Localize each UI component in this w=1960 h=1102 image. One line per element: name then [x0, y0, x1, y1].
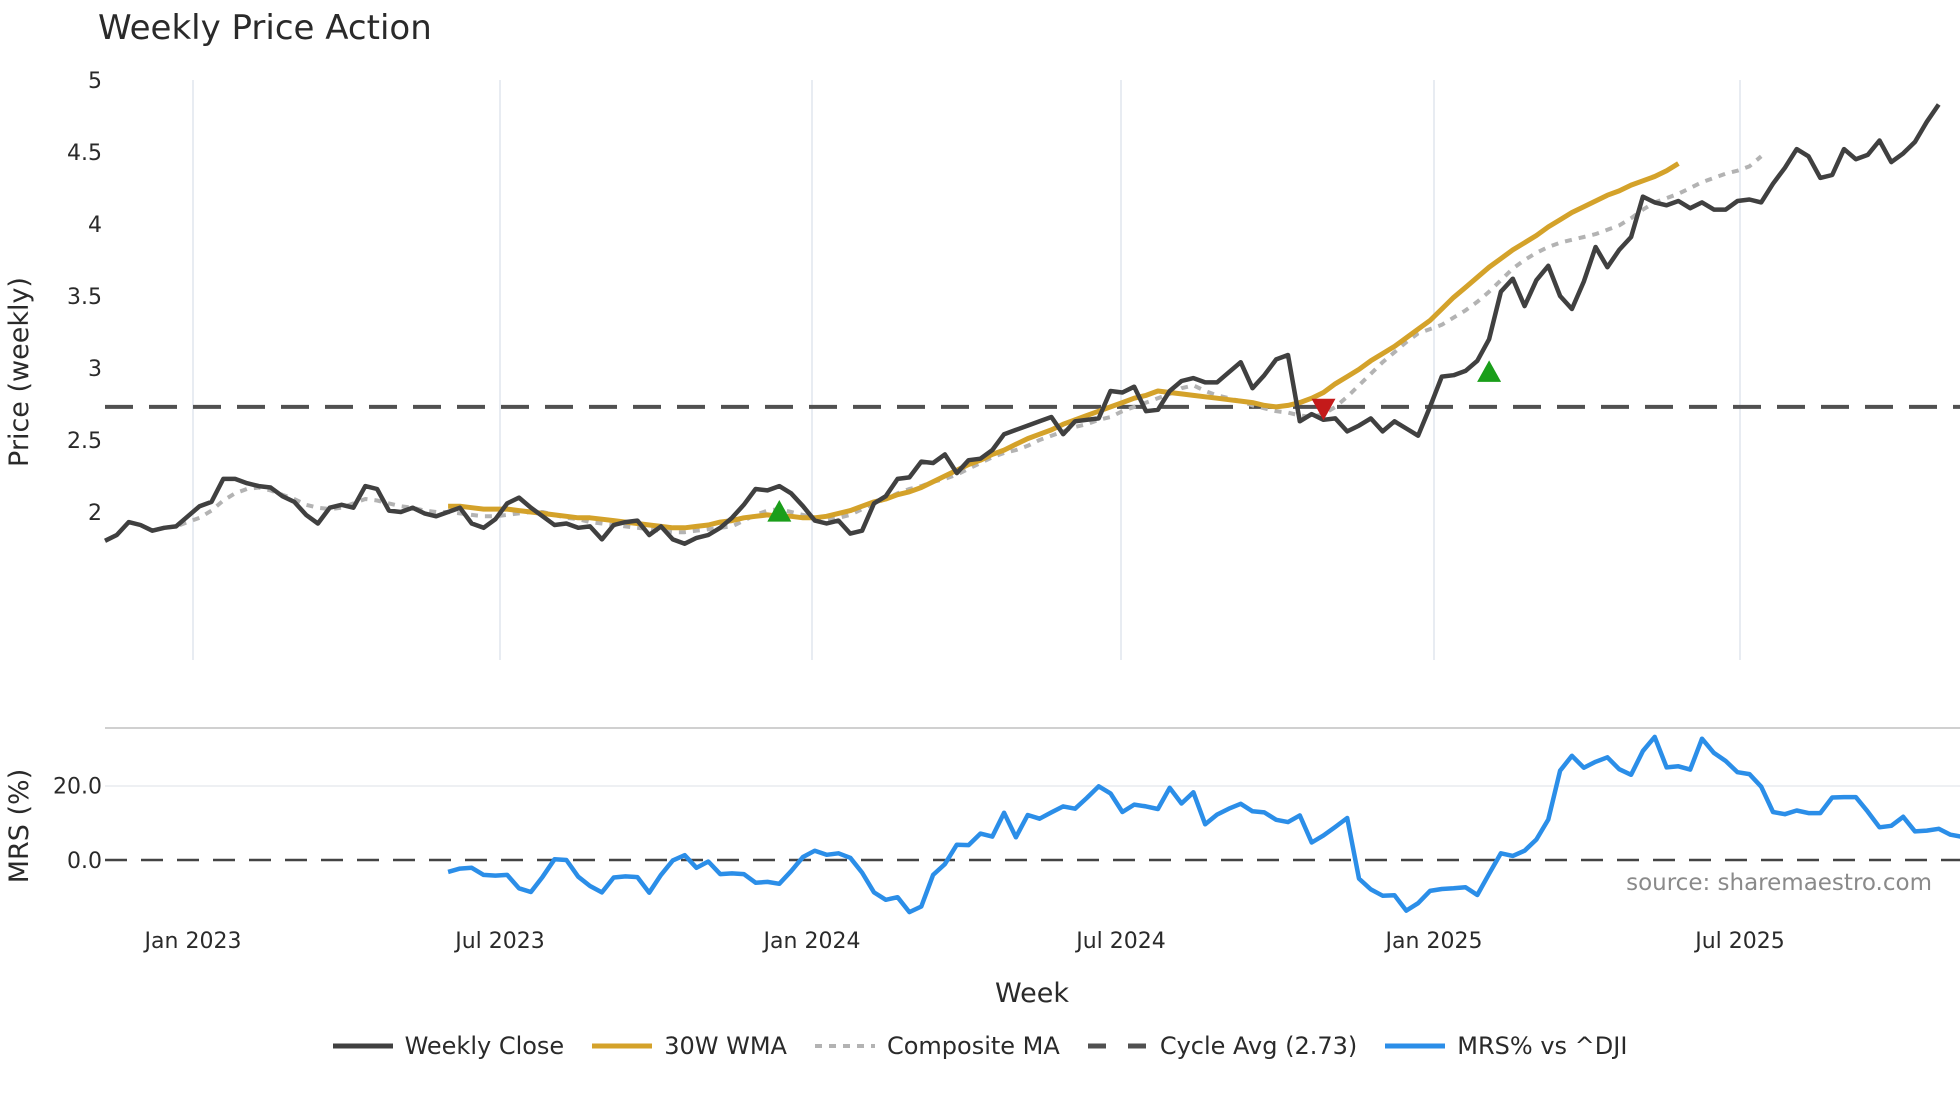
source-annotation: source: sharemaestro.com — [1626, 870, 1932, 896]
legend-swatch-icon — [332, 1043, 393, 1049]
y-tick-label: 3.5 — [67, 285, 102, 310]
weekly-close-line — [104, 103, 1941, 546]
price-y-axis-title: Price (weekly) — [4, 277, 35, 467]
y-tick-label: 0.0 — [67, 849, 102, 874]
sell-signal-marker[interactable] — [1311, 398, 1336, 421]
mrs-y-axis-title: MRS (%) — [4, 769, 35, 884]
legend-swatch-icon — [592, 1043, 653, 1049]
chart-title: Weekly Price Action — [98, 8, 432, 48]
x-axis-ticks: Jan 2023 Jul 2023 Jan 2024 Jul 2024 Jan 2025… — [143, 929, 1785, 954]
legend-label: Weekly Close — [404, 1032, 565, 1060]
y-tick-label: 2 — [88, 501, 102, 526]
x-tick-label: Jan 2025 — [1384, 929, 1483, 954]
legend-item-weekly-close[interactable]: Weekly Close — [332, 1032, 565, 1060]
legend-label: Cycle Avg (2.73) — [1159, 1032, 1358, 1060]
legend-label: 30W WMA — [664, 1032, 787, 1060]
legend-item-mrs-vs-dji[interactable]: MRS% vs ^DJI — [1385, 1032, 1627, 1060]
buy-signal-marker[interactable] — [767, 500, 792, 522]
y-tick-label: 2.5 — [67, 429, 102, 454]
legend-item-cycle-avg-2-73[interactable]: Cycle Avg (2.73) — [1087, 1032, 1358, 1060]
x-axis-title: Week — [995, 978, 1069, 1009]
composite-ma-line — [151, 154, 1763, 535]
x-tick-label: Jul 2025 — [1693, 929, 1785, 954]
legend-item-composite-ma[interactable]: Composite MA — [814, 1032, 1060, 1060]
mrs-y-axis-ticks: 0.0 20.0 — [53, 775, 102, 874]
legend-item-30w-wma[interactable]: 30W WMA — [592, 1032, 787, 1060]
y-tick-label: 4 — [88, 213, 102, 238]
x-tick-label: Jul 2023 — [453, 929, 545, 954]
x-tick-label: Jan 2024 — [762, 929, 861, 954]
legend: Weekly Close 30W WMA Composite MA Cycle Avg… — [0, 1032, 1960, 1060]
signal-markers — [767, 360, 1502, 522]
x-tick-label: Jan 2023 — [143, 929, 242, 954]
y-tick-label: 4.5 — [67, 141, 102, 166]
30w-wma-line — [448, 161, 1680, 531]
legend-swatch-icon — [814, 1044, 875, 1048]
mrs-line — [447, 734, 1960, 915]
mrs-series — [447, 734, 1960, 915]
legend-label: MRS% vs ^DJI — [1457, 1032, 1628, 1060]
x-tick-label: Jul 2024 — [1074, 929, 1166, 954]
y-tick-label: 5 — [88, 69, 102, 94]
legend-swatch-icon — [1385, 1043, 1446, 1049]
y-tick-label: 3 — [88, 357, 102, 382]
buy-signal-marker[interactable] — [1477, 360, 1502, 382]
price-y-axis-ticks: 2 2.5 3 3.5 4 4.5 5 — [67, 69, 102, 526]
y-tick-label: 20.0 — [53, 775, 102, 800]
legend-swatch-icon — [1087, 1043, 1148, 1049]
vertical-gridlines — [192, 80, 1741, 660]
legend-label: Composite MA — [886, 1032, 1060, 1060]
price-series — [104, 103, 1941, 546]
